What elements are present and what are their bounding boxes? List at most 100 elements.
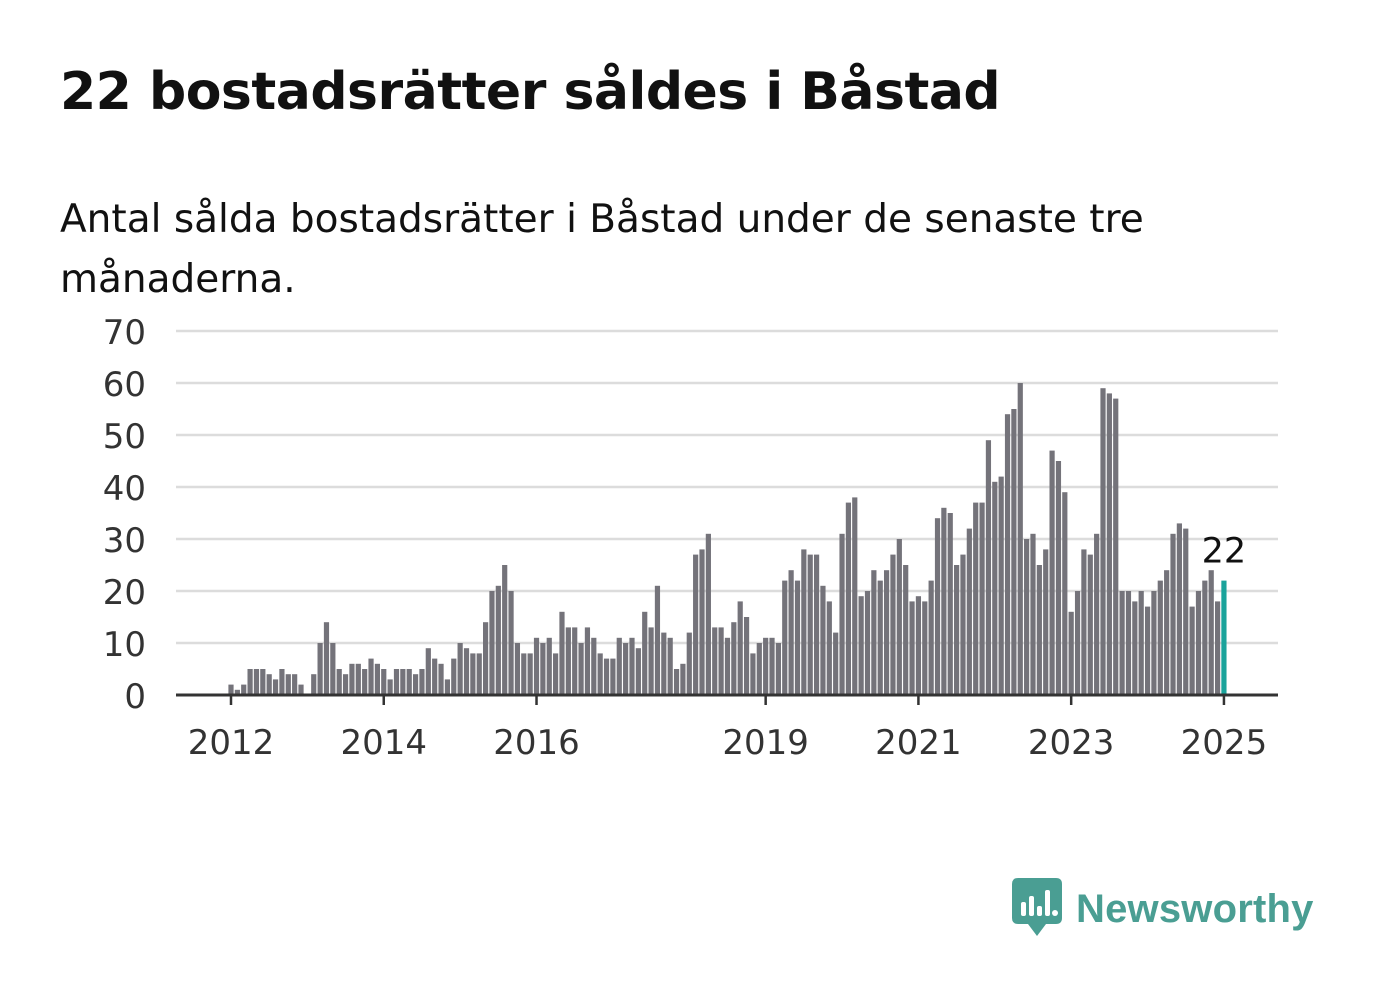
bar	[794, 580, 801, 695]
y-tick-label: 60	[103, 365, 146, 405]
bar	[1144, 606, 1151, 695]
bar	[1189, 606, 1195, 695]
bar	[973, 502, 979, 695]
bar	[272, 679, 279, 695]
bar	[323, 622, 330, 695]
bar	[368, 658, 374, 695]
bar	[623, 643, 629, 695]
bar	[489, 591, 495, 695]
bar	[635, 648, 641, 695]
bar	[960, 554, 966, 695]
y-tick-label: 30	[103, 521, 146, 561]
bar	[648, 627, 654, 695]
y-tick-label: 20	[103, 573, 146, 613]
bar	[603, 658, 610, 695]
bar	[508, 591, 514, 695]
newsworthy-logo-icon	[1012, 878, 1062, 936]
bar	[896, 539, 902, 695]
bar	[890, 554, 896, 695]
bar	[1183, 528, 1189, 695]
bar	[1043, 549, 1049, 695]
bar	[1081, 549, 1087, 695]
bar	[1011, 409, 1017, 695]
bar	[540, 643, 546, 695]
bar	[667, 637, 673, 695]
bar	[979, 502, 985, 695]
bar	[782, 580, 788, 695]
bar	[1202, 580, 1208, 695]
bar	[1094, 533, 1100, 695]
bar	[1157, 580, 1163, 695]
chart-subtitle: Antal sålda bostadsrätter i Båstad under…	[60, 197, 1144, 302]
bar	[559, 611, 565, 695]
bar	[1170, 533, 1176, 695]
brand-logo: Newsworthy	[1012, 878, 1314, 940]
bar	[1164, 570, 1170, 695]
bar	[750, 653, 756, 695]
y-tick-label: 0	[124, 677, 146, 717]
bar	[419, 669, 425, 695]
bar	[1087, 554, 1093, 695]
chart-title: 22 bostadsrätter såldes i Båstad	[60, 62, 1001, 122]
bar	[699, 549, 705, 695]
x-tick-label: 2014	[340, 723, 427, 763]
bar	[693, 554, 699, 695]
bars	[228, 383, 1227, 695]
bar	[673, 669, 680, 695]
bar	[909, 601, 915, 695]
x-axis: 2012 2014 2016 2019 2021 2023 2025	[176, 693, 1278, 763]
bar	[737, 601, 743, 695]
y-tick-label: 10	[103, 625, 146, 665]
bar-highlight	[1221, 580, 1227, 695]
bar	[578, 643, 584, 695]
bar	[584, 627, 591, 695]
bar	[1024, 539, 1030, 695]
brand-name: Newsworthy	[1076, 886, 1314, 931]
bar	[514, 643, 521, 695]
bar	[247, 669, 253, 695]
bar	[311, 674, 317, 695]
bar	[941, 507, 947, 695]
bar	[292, 674, 298, 695]
bar	[928, 580, 934, 695]
bar	[807, 554, 813, 695]
bar	[775, 643, 781, 695]
bar	[451, 658, 457, 695]
bar	[954, 565, 960, 695]
bar	[1062, 492, 1068, 695]
bar	[871, 570, 877, 695]
bar	[610, 658, 616, 695]
bar	[342, 674, 349, 695]
bar	[724, 637, 731, 695]
y-axis-labels: 0 10 20 30 40 50 60 70	[103, 313, 146, 717]
bar	[406, 669, 412, 695]
bar	[317, 643, 323, 695]
bar	[387, 679, 393, 695]
bar	[985, 440, 992, 695]
bar	[241, 684, 247, 695]
bar	[1113, 398, 1119, 695]
bar	[654, 585, 661, 695]
bar	[1125, 591, 1132, 695]
bar	[686, 632, 692, 695]
bar	[718, 627, 724, 695]
bar	[412, 674, 419, 695]
bar	[858, 596, 864, 695]
x-tick-label: 2021	[875, 723, 962, 763]
bar	[1208, 570, 1214, 695]
bar	[1055, 461, 1062, 695]
bar	[234, 689, 240, 695]
bar	[565, 627, 571, 695]
bar	[1068, 611, 1074, 695]
bar	[915, 596, 922, 695]
x-tick-label: 2025	[1181, 723, 1268, 763]
y-tick-label: 50	[103, 417, 146, 457]
bar	[502, 565, 508, 695]
bar	[381, 669, 387, 695]
bar	[1176, 523, 1182, 695]
bar	[1214, 601, 1221, 695]
bar	[1036, 565, 1042, 695]
bar	[527, 653, 533, 695]
bar	[553, 653, 559, 695]
bar	[1004, 414, 1011, 695]
